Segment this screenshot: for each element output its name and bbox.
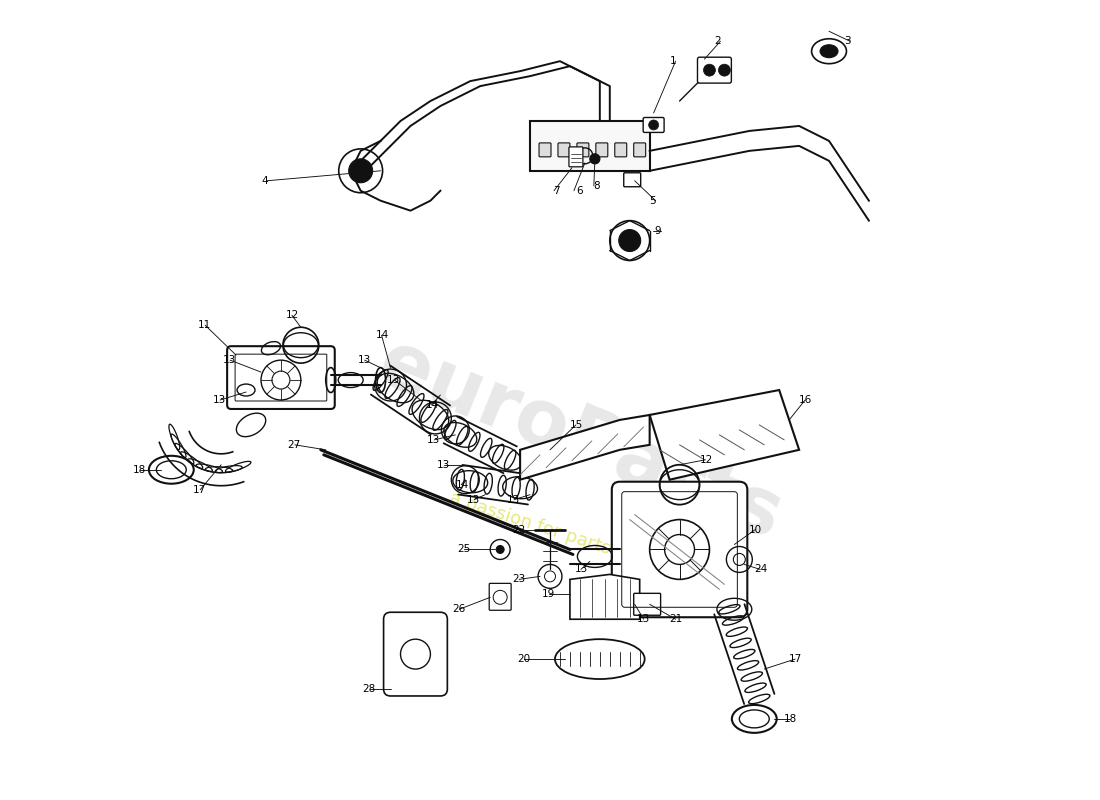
FancyBboxPatch shape xyxy=(596,143,608,157)
Text: 13: 13 xyxy=(427,435,440,445)
FancyBboxPatch shape xyxy=(490,583,512,610)
Circle shape xyxy=(649,120,659,130)
FancyBboxPatch shape xyxy=(539,143,551,157)
Text: 13: 13 xyxy=(575,565,589,574)
Text: 25: 25 xyxy=(456,545,471,554)
Text: 27: 27 xyxy=(287,440,301,450)
Text: a passion for parts since 1985: a passion for parts since 1985 xyxy=(448,489,713,590)
Text: 14: 14 xyxy=(455,480,469,490)
Text: 13: 13 xyxy=(637,614,650,624)
Ellipse shape xyxy=(821,45,838,58)
Text: euroParts: euroParts xyxy=(366,324,793,555)
Text: 17: 17 xyxy=(192,485,206,494)
Text: 13: 13 xyxy=(358,355,371,365)
Circle shape xyxy=(704,64,715,76)
Text: 13: 13 xyxy=(223,355,236,365)
FancyBboxPatch shape xyxy=(569,147,583,167)
Text: 13: 13 xyxy=(213,395,227,405)
Text: 28: 28 xyxy=(362,684,375,694)
Text: 17: 17 xyxy=(789,654,802,664)
Text: 14: 14 xyxy=(426,400,439,410)
Text: 12: 12 xyxy=(700,454,713,465)
Text: 13: 13 xyxy=(468,494,481,505)
Text: 9: 9 xyxy=(654,226,661,235)
Polygon shape xyxy=(520,415,650,480)
Text: 8: 8 xyxy=(593,181,600,190)
Text: 10: 10 xyxy=(749,525,762,534)
Text: 13: 13 xyxy=(507,494,520,505)
Circle shape xyxy=(619,230,640,251)
Circle shape xyxy=(496,546,504,554)
Text: 26: 26 xyxy=(452,604,465,614)
FancyBboxPatch shape xyxy=(624,173,640,186)
Text: 19: 19 xyxy=(541,590,556,599)
Text: 11: 11 xyxy=(198,320,211,330)
Text: 23: 23 xyxy=(512,574,525,584)
Text: 3: 3 xyxy=(844,36,850,46)
Text: 12: 12 xyxy=(286,310,299,320)
Polygon shape xyxy=(530,121,650,170)
Text: 24: 24 xyxy=(755,565,768,574)
FancyBboxPatch shape xyxy=(558,143,570,157)
Text: 14: 14 xyxy=(375,330,389,340)
FancyBboxPatch shape xyxy=(644,118,664,133)
Text: 13: 13 xyxy=(387,375,400,385)
FancyBboxPatch shape xyxy=(634,594,661,615)
Text: 21: 21 xyxy=(670,614,683,624)
FancyBboxPatch shape xyxy=(384,612,448,696)
Text: 13: 13 xyxy=(437,460,450,470)
Text: 2: 2 xyxy=(714,36,722,46)
Text: 20: 20 xyxy=(517,654,530,664)
Text: 22: 22 xyxy=(512,525,525,534)
FancyBboxPatch shape xyxy=(612,482,747,618)
Text: 5: 5 xyxy=(650,196,657,206)
FancyBboxPatch shape xyxy=(615,143,627,157)
Circle shape xyxy=(718,64,730,76)
FancyBboxPatch shape xyxy=(576,143,588,157)
Text: 16: 16 xyxy=(799,395,813,405)
Text: 6: 6 xyxy=(576,186,583,196)
FancyBboxPatch shape xyxy=(697,57,732,83)
Text: 1: 1 xyxy=(670,56,676,66)
Polygon shape xyxy=(570,574,640,619)
Circle shape xyxy=(349,159,373,182)
Circle shape xyxy=(590,154,600,164)
Text: 7: 7 xyxy=(553,186,560,196)
FancyBboxPatch shape xyxy=(634,143,646,157)
Text: 18: 18 xyxy=(133,465,146,474)
Text: 15: 15 xyxy=(570,420,583,430)
Polygon shape xyxy=(650,390,799,480)
Text: 4: 4 xyxy=(261,176,267,186)
FancyBboxPatch shape xyxy=(227,346,334,409)
Text: 18: 18 xyxy=(784,714,798,724)
